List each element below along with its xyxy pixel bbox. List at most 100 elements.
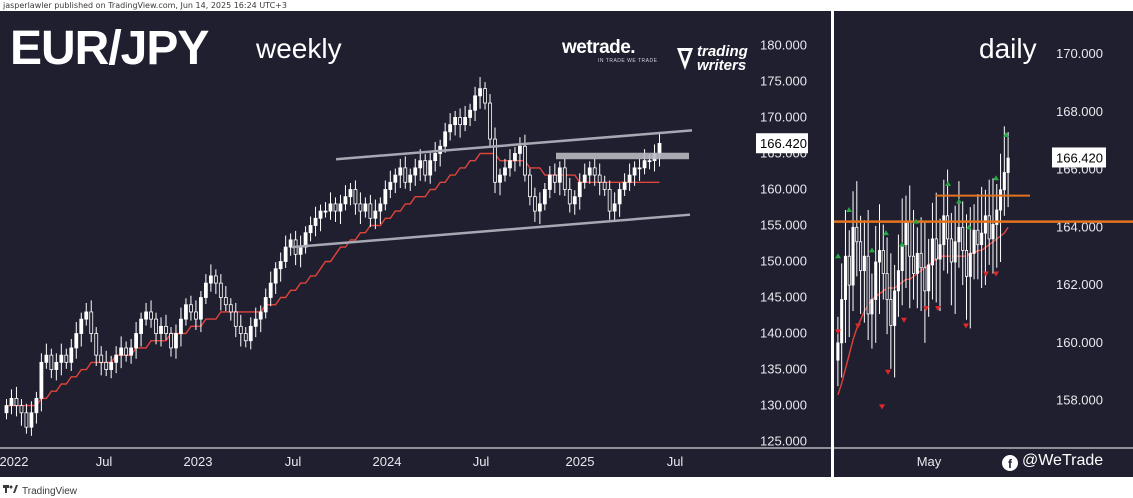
candle-body: [900, 244, 904, 272]
x-tick-label: 2025: [566, 454, 595, 469]
buy-signal-arrow: [835, 253, 841, 259]
candle-body: [318, 210, 323, 219]
trading-writers-logo: trading writers: [697, 43, 748, 73]
candle-body: [592, 167, 597, 176]
candle-body: [463, 117, 467, 126]
candle-body: [64, 354, 69, 363]
candle-body: [149, 311, 153, 320]
y-tick-label: 130.000: [760, 398, 807, 413]
candle-body: [942, 215, 946, 246]
candle-body: [647, 160, 652, 163]
candle-body: [885, 273, 889, 300]
x-tick-label: 2022: [0, 454, 28, 469]
candle-body: [114, 354, 119, 363]
trading-writers-line1: trading: [697, 43, 748, 60]
candle-body: [562, 167, 567, 190]
y-tick-label: 135.000: [760, 362, 807, 377]
buy-signal-arrow: [899, 241, 905, 247]
candle-body: [19, 405, 24, 414]
x-tick-label: Jul: [473, 454, 490, 469]
candle-body: [627, 174, 632, 183]
candle-body: [923, 267, 927, 292]
tradingview-logo-icon: [3, 485, 18, 493]
sell-signal-arrow: [835, 329, 841, 335]
candle-body: [89, 311, 94, 334]
candle-body: [288, 239, 293, 248]
y-tick-label: 160.000: [1056, 335, 1103, 350]
candle-body: [881, 250, 885, 274]
channel-upper-line: [335, 129, 693, 161]
candle-body: [129, 347, 134, 356]
candle-body: [34, 397, 39, 414]
candle-body: [223, 297, 228, 306]
candle-body: [980, 232, 984, 246]
y-tick-label: 164.000: [1056, 219, 1103, 234]
candle-body: [1006, 157, 1010, 173]
sell-signal-arrow: [923, 306, 929, 312]
candle-body: [144, 311, 148, 320]
candle-body: [4, 405, 9, 414]
candle-body: [503, 167, 507, 176]
candle-body: [363, 203, 368, 212]
candle-body: [164, 325, 168, 334]
candle-body: [946, 215, 950, 240]
x-tick-label: Jul: [96, 454, 113, 469]
weekly-chart-svg[interactable]: 125.000 130.000 135.000 140.000 145.000 150.0…: [0, 11, 831, 477]
candle-body: [388, 181, 393, 190]
candle-body: [423, 160, 428, 176]
candle-body: [919, 252, 923, 269]
candle-body: [478, 88, 482, 97]
candle-body: [154, 318, 158, 334]
daily-chart-panel[interactable]: 158.000 160.000 162.000 164.000 166.000 168.0…: [834, 11, 1133, 477]
candle-body: [184, 304, 188, 320]
last-price-tag: [756, 133, 808, 154]
tradingview-footer: TradingView: [22, 486, 78, 497]
candle-body: [139, 318, 143, 334]
candle-body: [542, 189, 547, 205]
candle-body: [109, 361, 114, 370]
candle-body: [957, 226, 961, 243]
candle-body: [582, 174, 587, 183]
candle-body: [69, 347, 74, 363]
candle-body: [908, 221, 912, 257]
candle-body: [413, 167, 418, 176]
last-price-label: 166.420: [760, 136, 807, 151]
buy-signal-arrow: [869, 247, 875, 253]
candle-body: [877, 250, 882, 263]
candle-body: [383, 189, 388, 205]
daily-last-price-label: 166.420: [1056, 150, 1103, 165]
candle-body: [518, 145, 522, 154]
candle-body: [189, 304, 193, 313]
weekly-chart-panel[interactable]: 125.000 130.000 135.000 140.000 145.000 150.0…: [0, 11, 831, 477]
candle-body: [453, 117, 458, 126]
y-tick-label: 145.000: [760, 290, 807, 305]
candle-body: [348, 189, 353, 198]
candle-body: [443, 131, 448, 147]
candle-body: [119, 347, 124, 356]
sell-signal-arrow: [993, 271, 999, 277]
candle-body: [338, 203, 343, 212]
candle-body: [991, 224, 995, 240]
y-tick-label: 150.000: [760, 254, 807, 269]
candle-body: [403, 167, 408, 183]
candle-body: [552, 174, 557, 183]
candle-body: [632, 167, 637, 176]
candle-body: [124, 347, 129, 356]
candle-body: [855, 226, 859, 243]
sell-signal-arrow: [963, 323, 969, 329]
candle-body: [428, 160, 433, 176]
candle-body: [328, 203, 333, 212]
facebook-icon: f: [1002, 455, 1018, 471]
candle-body: [258, 311, 263, 320]
candle-body: [208, 275, 213, 284]
candle-body: [473, 95, 477, 111]
candle-body: [468, 109, 472, 118]
candle-body: [532, 196, 537, 212]
sell-signal-arrow: [855, 323, 861, 329]
candle-body: [59, 354, 64, 363]
candle-body: [893, 290, 897, 326]
daily-chart-svg[interactable]: 158.000160.000162.000164.000166.000168.0…: [834, 11, 1133, 477]
candle-body: [999, 189, 1003, 211]
wetrade-logo: wetrade.: [562, 37, 636, 58]
weekly-timeframe-label: weekly: [256, 33, 342, 64]
